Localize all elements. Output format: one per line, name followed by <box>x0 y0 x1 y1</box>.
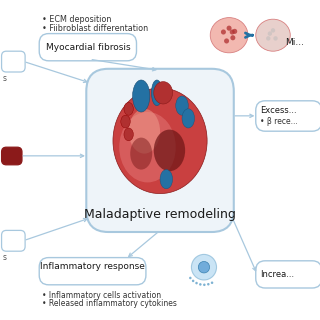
FancyBboxPatch shape <box>86 69 234 232</box>
Text: • Fiibroblast differentation: • Fiibroblast differentation <box>42 24 148 33</box>
Circle shape <box>207 283 210 285</box>
FancyBboxPatch shape <box>2 51 25 72</box>
FancyBboxPatch shape <box>2 147 22 165</box>
Circle shape <box>191 254 217 280</box>
Text: s: s <box>3 253 6 262</box>
FancyBboxPatch shape <box>39 34 137 61</box>
FancyBboxPatch shape <box>2 230 25 251</box>
Ellipse shape <box>119 112 176 182</box>
Circle shape <box>232 29 237 34</box>
Text: Myocardial fibrosis: Myocardial fibrosis <box>45 43 130 52</box>
Text: • ECM deposition: • ECM deposition <box>42 15 112 24</box>
Circle shape <box>211 282 213 284</box>
Ellipse shape <box>176 96 188 115</box>
Ellipse shape <box>124 102 133 115</box>
Circle shape <box>268 31 272 36</box>
Circle shape <box>195 282 198 284</box>
Ellipse shape <box>124 128 133 141</box>
Ellipse shape <box>154 130 185 171</box>
Text: Mi...: Mi... <box>285 38 304 47</box>
Circle shape <box>199 283 202 286</box>
Ellipse shape <box>256 19 290 51</box>
Circle shape <box>192 280 194 282</box>
Ellipse shape <box>113 88 207 194</box>
Circle shape <box>230 35 235 40</box>
Ellipse shape <box>154 82 172 104</box>
Circle shape <box>230 29 235 35</box>
FancyBboxPatch shape <box>256 261 320 288</box>
Circle shape <box>189 277 192 279</box>
Circle shape <box>273 36 278 41</box>
Ellipse shape <box>182 109 195 128</box>
Ellipse shape <box>132 80 150 112</box>
Ellipse shape <box>130 138 152 170</box>
Ellipse shape <box>210 18 248 53</box>
Text: Maladaptive remodeling: Maladaptive remodeling <box>84 208 236 221</box>
Text: s: s <box>3 74 6 83</box>
Text: • β rece...: • β rece... <box>260 117 298 126</box>
Circle shape <box>198 261 210 273</box>
Ellipse shape <box>160 170 172 189</box>
Ellipse shape <box>129 109 160 154</box>
Circle shape <box>203 284 205 286</box>
Text: Inflammatory response: Inflammatory response <box>40 262 145 271</box>
Circle shape <box>266 36 270 41</box>
Text: Increa...: Increa... <box>260 270 294 279</box>
Text: • Inflammatory cells activation: • Inflammatory cells activation <box>42 291 162 300</box>
Text: Excess...: Excess... <box>260 106 296 115</box>
Circle shape <box>224 38 229 44</box>
Circle shape <box>227 26 232 31</box>
FancyBboxPatch shape <box>256 101 320 131</box>
Ellipse shape <box>121 115 130 128</box>
Circle shape <box>271 28 275 33</box>
Circle shape <box>221 29 226 35</box>
Text: • Released inflammatory cytokines: • Released inflammatory cytokines <box>42 299 177 308</box>
Ellipse shape <box>151 80 162 106</box>
FancyBboxPatch shape <box>39 258 146 285</box>
